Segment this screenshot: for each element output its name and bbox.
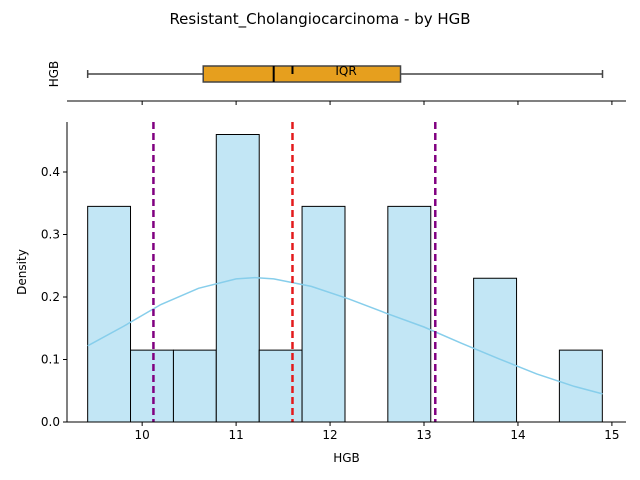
boxplot-y-label: HGB (47, 61, 61, 88)
y-tick-label: 0.2 (41, 290, 60, 304)
iqr-label: IQR (335, 64, 356, 78)
x-tick-label: 11 (228, 428, 243, 442)
histogram-bar (473, 277, 518, 423)
y-tick-label: 0.1 (41, 353, 60, 367)
histogram-bar (87, 205, 132, 423)
iqr-box (202, 65, 402, 83)
y-tick-label: 0.0 (41, 415, 60, 429)
histogram-bar (130, 349, 174, 423)
histogram-bar (387, 205, 432, 423)
kde-curve (87, 276, 603, 395)
x-tick-label: 14 (510, 428, 525, 442)
x-tick-label: 13 (416, 428, 431, 442)
x-tick-label: 10 (135, 428, 150, 442)
x-tick-label: 12 (322, 428, 337, 442)
x-tick-label: 15 (604, 428, 619, 442)
chart-title: Resistant_Cholangiocarcinoma - by HGB (169, 10, 470, 29)
boxplot-panel: HGB IQR (47, 61, 626, 105)
histogram-bar (172, 349, 217, 423)
histogram-panel: 10 11 12 13 14 15 0.0 0.1 0.2 0.3 0.4 HGB Density (15, 122, 626, 465)
histogram-bar (258, 349, 303, 423)
histogram-bar (301, 205, 346, 423)
x-axis-label: HGB (333, 451, 360, 465)
y-tick-label: 0.3 (41, 228, 60, 242)
y-tick-label: 0.4 (41, 165, 60, 179)
histogram-bar (558, 349, 603, 423)
y-axis-label: Density (15, 249, 29, 295)
